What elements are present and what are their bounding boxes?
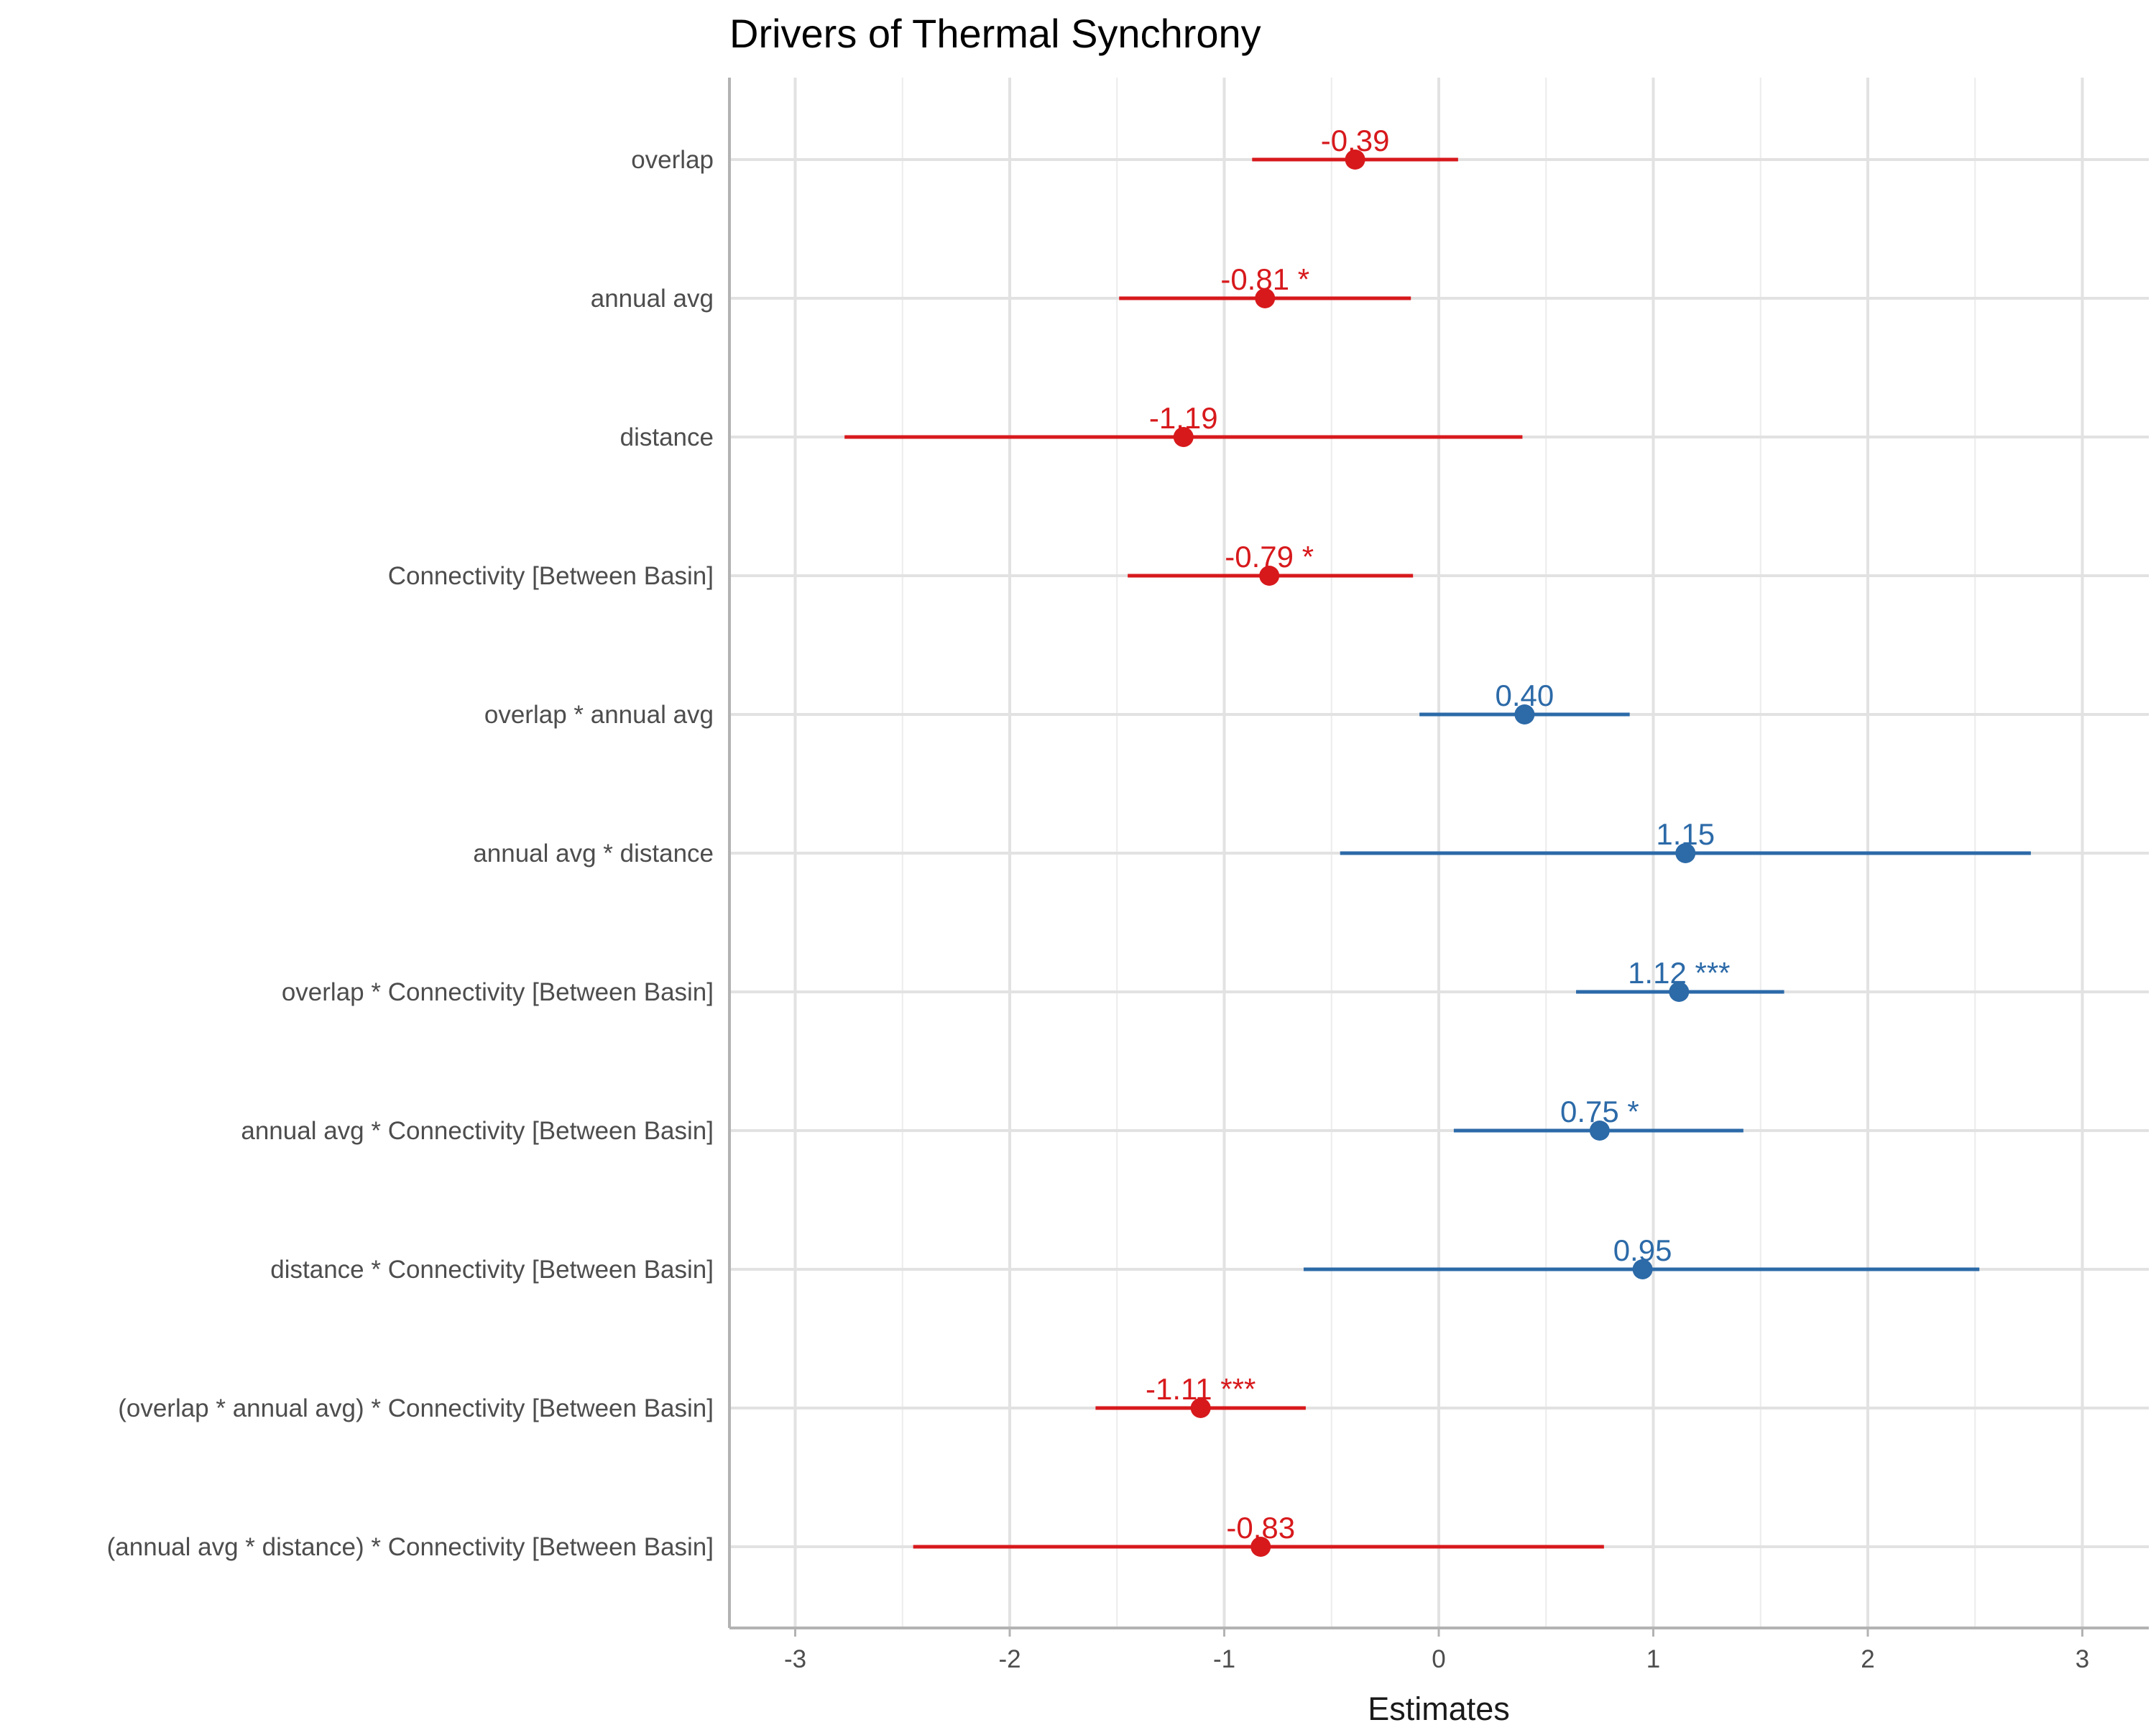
- estimate-label: 0.75 *: [1560, 1095, 1639, 1128]
- y-category-label: annual avg: [591, 285, 714, 313]
- x-tick-label: -2: [998, 1645, 1021, 1673]
- x-tick-label: -1: [1213, 1645, 1235, 1673]
- estimate-label: -1.11 ***: [1146, 1372, 1256, 1406]
- estimate-label: -0.39: [1321, 124, 1390, 157]
- estimate-label: 1.15: [1656, 817, 1715, 851]
- y-category-label: distance * Connectivity [Between Basin]: [270, 1256, 714, 1284]
- y-category-label: distance: [620, 423, 714, 451]
- y-category-label: overlap: [631, 146, 714, 174]
- x-tick-label: 0: [1432, 1645, 1445, 1673]
- estimate-point: [1675, 843, 1696, 863]
- estimate-label: -0.79 *: [1225, 540, 1314, 574]
- estimate-point: [1589, 1121, 1610, 1141]
- estimate-point: [1255, 288, 1276, 308]
- x-ticks: -3 -2 -1 0 1 2 3: [784, 1628, 2089, 1673]
- y-category-label: overlap * annual avg: [484, 701, 714, 729]
- estimate-point: [1173, 427, 1194, 447]
- x-tick-label: 1: [1646, 1645, 1660, 1673]
- estimate-point: [1190, 1398, 1211, 1418]
- estimate-point: [1345, 150, 1365, 170]
- x-tick-label: 3: [2076, 1645, 2089, 1673]
- estimate-label: -0.81 *: [1220, 262, 1309, 296]
- y-labels: overlap annual avg distance Connectivity [B…: [107, 146, 714, 1561]
- x-tick-label: -3: [784, 1645, 806, 1673]
- estimate-label: -1.19: [1149, 401, 1218, 435]
- y-category-label: Connectivity [Between Basin]: [388, 562, 714, 590]
- estimate-point: [1250, 1537, 1271, 1557]
- estimate-point: [1669, 982, 1690, 1002]
- estimate-label: -0.83: [1226, 1511, 1295, 1545]
- estimate-point: [1514, 704, 1535, 724]
- chart-title: Drivers of Thermal Synchrony: [729, 11, 1261, 56]
- estimate-label: 1.12 ***: [1628, 956, 1730, 990]
- x-tick-label: 2: [1861, 1645, 1874, 1673]
- y-category-label: (annual avg * distance) * Connectivity […: [107, 1533, 714, 1561]
- marks: -0.39 -0.81 * -1.19 -0.79 * 0.40 1.15 1.12 ***…: [844, 124, 2031, 1557]
- estimate-point: [1632, 1259, 1653, 1279]
- estimate-label: 0.40: [1496, 678, 1554, 712]
- y-category-label: (overlap * annual avg) * Connectivity [B…: [118, 1394, 714, 1422]
- x-axis-title: Estimates: [1368, 1690, 1510, 1725]
- y-category-label: annual avg * Connectivity [Between Basin…: [241, 1117, 714, 1145]
- y-category-label: overlap * Connectivity [Between Basin]: [282, 978, 714, 1006]
- y-category-label: annual avg * distance: [473, 840, 714, 868]
- estimate-label: 0.95: [1613, 1233, 1672, 1267]
- estimate-point: [1259, 566, 1280, 586]
